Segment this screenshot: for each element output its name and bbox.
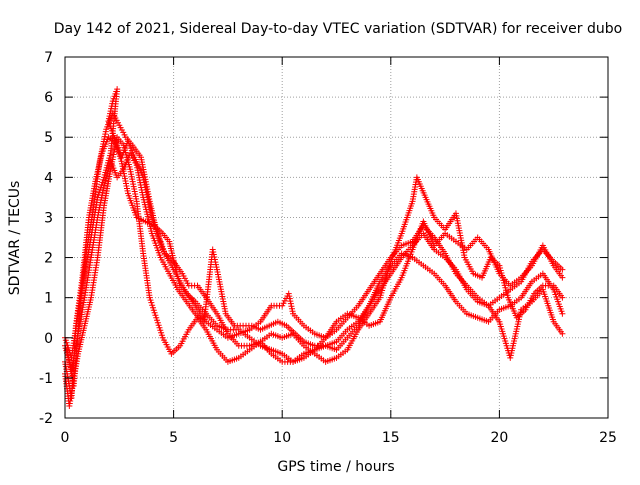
trace-marker bbox=[108, 105, 115, 112]
y-tick-label: 3 bbox=[44, 210, 53, 226]
series-trace-5 bbox=[62, 86, 566, 361]
axis-ticks: 0 5 10 15 20 25 -2 -1 0 1 2 3 4 5 6 7 bbox=[39, 50, 617, 446]
trace-marker bbox=[158, 329, 165, 336]
trace-marker bbox=[141, 181, 148, 188]
y-tick-label: 1 bbox=[44, 291, 53, 307]
y-tick-label: 0 bbox=[44, 331, 53, 347]
trace-marker bbox=[289, 308, 296, 315]
trace-marker bbox=[157, 327, 164, 334]
trace-marker bbox=[210, 251, 217, 258]
trace-marker bbox=[154, 317, 161, 324]
trace-marker bbox=[148, 211, 155, 218]
trace-marker bbox=[99, 179, 106, 186]
trace-marker bbox=[212, 259, 219, 266]
y-tick-label: 5 bbox=[44, 130, 53, 146]
y-tick-label: 2 bbox=[44, 251, 53, 267]
trace-marker bbox=[141, 179, 148, 186]
trace-marker bbox=[287, 300, 294, 307]
trace-marker bbox=[145, 199, 152, 206]
trace-marker bbox=[143, 189, 150, 196]
series-trace-4 bbox=[62, 150, 566, 373]
trace-marker bbox=[149, 304, 156, 311]
trace-marker bbox=[97, 184, 104, 191]
x-tick-label: 0 bbox=[61, 430, 70, 446]
data-point bbox=[94, 194, 101, 201]
trace-marker bbox=[147, 209, 154, 216]
trace-marker bbox=[154, 319, 161, 326]
trace-marker bbox=[140, 176, 147, 183]
y-tick-label: 7 bbox=[44, 50, 53, 66]
grid-lines bbox=[65, 57, 608, 418]
trace-marker bbox=[151, 309, 158, 316]
trace-marker bbox=[288, 303, 295, 310]
data-point bbox=[559, 310, 566, 317]
trace-marker bbox=[286, 293, 293, 300]
trace-marker bbox=[146, 201, 153, 208]
trace-marker bbox=[287, 298, 294, 305]
trace-marker bbox=[108, 103, 115, 110]
trace-marker bbox=[211, 254, 218, 261]
trace-marker bbox=[98, 181, 105, 188]
trace-marker bbox=[145, 196, 152, 203]
trace-marker bbox=[152, 312, 159, 319]
x-axis-label: GPS time / hours bbox=[277, 459, 394, 475]
trace-marker bbox=[150, 307, 157, 314]
data-point bbox=[559, 294, 566, 301]
trace-marker bbox=[142, 184, 149, 191]
trace-marker bbox=[144, 194, 151, 201]
data-point bbox=[285, 290, 292, 297]
trace-marker bbox=[211, 256, 218, 263]
trace-marker bbox=[286, 295, 293, 302]
trace-marker bbox=[146, 204, 153, 211]
series-trace-1 bbox=[62, 134, 566, 401]
trace-marker bbox=[109, 100, 116, 107]
trace-marker bbox=[100, 176, 107, 183]
series-trace-3 bbox=[62, 134, 566, 409]
trace-marker bbox=[147, 297, 154, 304]
y-tick-label: -1 bbox=[39, 371, 53, 387]
data-point bbox=[140, 174, 147, 181]
x-tick-label: 10 bbox=[273, 430, 291, 446]
trace-marker bbox=[212, 261, 219, 268]
y-tick-label: 4 bbox=[44, 170, 53, 186]
data-point bbox=[209, 246, 216, 253]
trace-marker bbox=[142, 186, 149, 193]
trace-marker bbox=[95, 191, 102, 198]
trace-marker bbox=[155, 322, 162, 329]
x-tick-label: 25 bbox=[599, 430, 617, 446]
data-point bbox=[559, 266, 566, 273]
chart-title: Day 142 of 2021, Sidereal Day-to-day VTE… bbox=[54, 21, 622, 37]
data-point bbox=[153, 314, 160, 321]
trace-marker bbox=[158, 332, 165, 339]
trace-marker bbox=[213, 264, 220, 271]
data-points bbox=[62, 86, 566, 409]
trace-marker bbox=[210, 249, 217, 256]
trace-marker bbox=[288, 305, 295, 312]
y-tick-label: 6 bbox=[44, 90, 53, 106]
data-point bbox=[559, 330, 566, 337]
x-tick-label: 20 bbox=[490, 430, 508, 446]
x-tick-label: 15 bbox=[382, 430, 400, 446]
trace-marker bbox=[107, 108, 114, 115]
data-point bbox=[109, 98, 116, 105]
trace-marker bbox=[97, 186, 104, 193]
trace-marker bbox=[147, 206, 154, 213]
trace-marker bbox=[62, 337, 69, 344]
trace-marker bbox=[149, 302, 156, 309]
trace-marker bbox=[156, 324, 163, 331]
trace-marker bbox=[143, 191, 150, 198]
data-point bbox=[559, 274, 566, 281]
trace-marker bbox=[148, 299, 155, 306]
plot-frame bbox=[64, 56, 609, 419]
trace-marker bbox=[107, 110, 114, 117]
trace-marker bbox=[96, 189, 103, 196]
trace-marker bbox=[106, 113, 113, 120]
y-axis-label: SDTVAR / TECUs bbox=[7, 181, 23, 296]
x-tick-label: 5 bbox=[169, 430, 178, 446]
data-point bbox=[146, 294, 153, 301]
y-tick-label: -2 bbox=[39, 411, 53, 427]
